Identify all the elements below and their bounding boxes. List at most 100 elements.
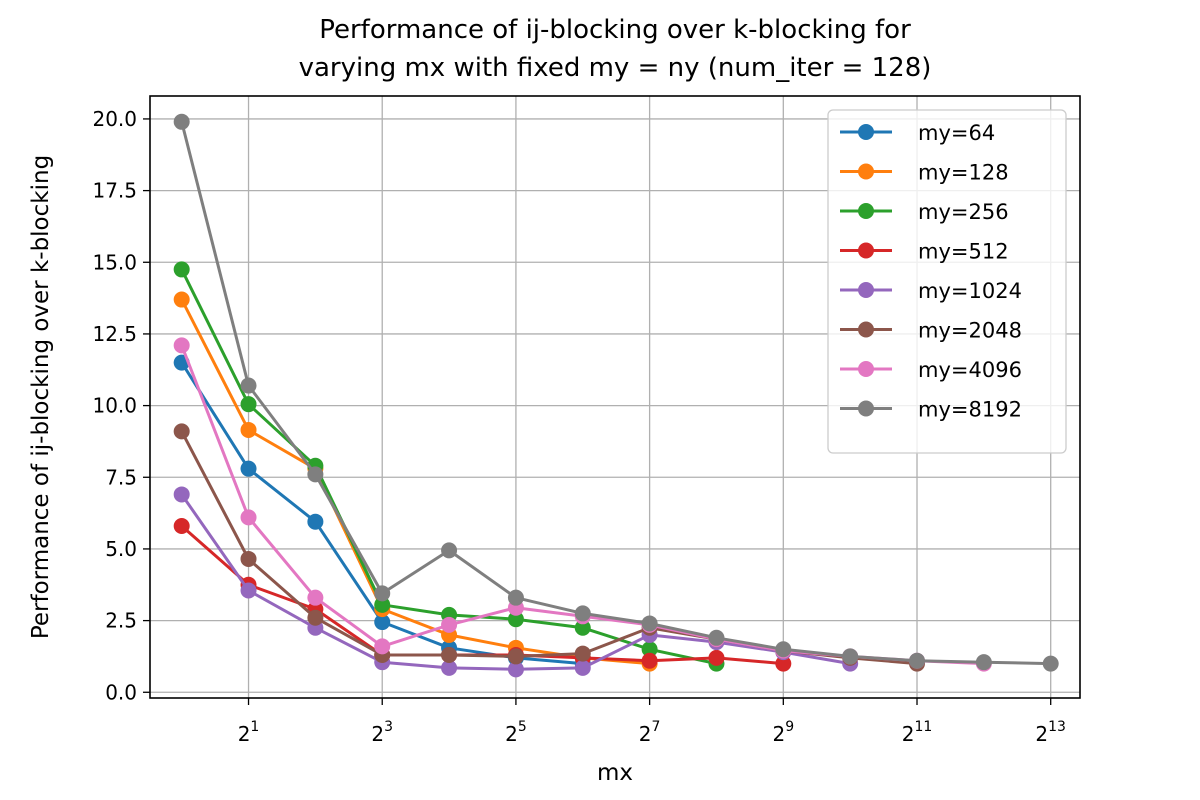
legend-label: my=8192 (918, 398, 1022, 422)
x-tick-label: 25 (505, 719, 527, 746)
legend-label: my=1024 (918, 279, 1022, 303)
legend-marker (858, 282, 874, 298)
legend-marker (858, 361, 874, 377)
legend-item: my=2048 (840, 319, 1022, 343)
data-point (441, 616, 458, 633)
data-point (574, 619, 591, 636)
data-point (708, 649, 725, 666)
data-point (1042, 655, 1059, 672)
chart-title-line-1: Performance of ij-blocking over k-blocki… (319, 15, 911, 45)
legend-box (827, 109, 1067, 454)
y-tick-label: 17.5 (92, 179, 137, 203)
x-tick-label: 23 (371, 719, 393, 746)
data-point (240, 582, 257, 599)
data-point (240, 377, 257, 394)
legend-item: my=4096 (840, 358, 1022, 382)
legend-marker (858, 400, 874, 417)
legend-item: my=1024 (840, 279, 1022, 303)
x-tick-label: 29 (772, 719, 794, 746)
data-point (441, 659, 458, 676)
data-point (173, 261, 190, 278)
data-point (374, 585, 391, 602)
data-point (374, 614, 391, 631)
legend-item: my=8192 (840, 398, 1022, 422)
x-tick-label: 27 (639, 719, 661, 746)
data-point (173, 113, 190, 130)
data-point (173, 423, 190, 440)
data-point (374, 596, 391, 613)
legend-marker (858, 163, 874, 180)
data-point (909, 652, 926, 669)
legend-item: my=256 (840, 200, 1009, 224)
data-point (441, 647, 458, 663)
legend-item: my=512 (840, 240, 1009, 264)
series-line (180, 430, 918, 666)
data-point (574, 659, 591, 676)
chart-title-line-2: varying mx with fixed my = ny (num_iter … (299, 53, 932, 83)
legend-item: my=128 (840, 161, 1009, 185)
series-my=2048 (173, 423, 926, 672)
y-tick-label: 0.0 (105, 680, 137, 704)
data-point (641, 641, 658, 658)
legend-marker (858, 203, 874, 219)
data-point (641, 615, 658, 632)
y-axis-label: Performance of ij-blocking over k-blocki… (28, 155, 54, 639)
y-axis-ticks: 0.0 2.5 5.0 7.5 10.0 12.5 15.0 17.5 20.0 (92, 107, 150, 704)
data-point (574, 645, 591, 662)
data-point (307, 589, 324, 606)
data-point (775, 655, 792, 672)
data-point (240, 509, 257, 526)
legend-marker (858, 321, 874, 338)
data-point (775, 641, 792, 658)
data-point (173, 337, 190, 354)
data-point (507, 611, 524, 628)
y-tick-label: 7.5 (105, 465, 137, 489)
data-point (307, 513, 324, 530)
data-point (975, 654, 992, 671)
y-tick-label: 20.0 (92, 107, 137, 131)
data-point (842, 648, 859, 665)
data-point (240, 421, 257, 438)
series-line (180, 121, 1051, 666)
legend-label: my=256 (918, 200, 1009, 224)
data-point (507, 589, 524, 606)
series-my=256 (173, 261, 725, 672)
y-tick-label: 5.0 (105, 537, 137, 561)
plot-area-frame (149, 95, 1081, 699)
data-point (240, 396, 257, 413)
legend-label: my=512 (918, 240, 1009, 264)
series-layer (173, 113, 1059, 678)
y-tick-label: 15.0 (92, 250, 137, 274)
data-point (374, 638, 391, 655)
data-point (307, 466, 324, 483)
legend-label: my=128 (918, 161, 1009, 185)
data-point (240, 460, 257, 477)
x-tick-label: 211 (902, 719, 933, 746)
legend-marker (858, 124, 874, 140)
data-point (507, 648, 524, 665)
data-point (507, 661, 524, 678)
x-tick-label: 213 (1035, 719, 1066, 746)
x-tick-label: 21 (238, 719, 260, 746)
data-point (173, 291, 190, 308)
legend: my=64 my=128 my=256 my=512 my=1024 my=2048 my=… (827, 109, 1067, 454)
series-line (180, 268, 717, 666)
data-point (240, 550, 257, 567)
data-point (641, 652, 658, 669)
x-axis-ticks: 21 23 25 27 29 211 213 (238, 698, 1066, 746)
data-point (173, 486, 190, 503)
x-axis-label: mx (597, 760, 633, 786)
data-point (307, 609, 324, 626)
legend-label: my=4096 (918, 358, 1022, 382)
y-tick-label: 2.5 (105, 609, 137, 633)
y-tick-label: 12.5 (92, 322, 137, 346)
legend-item: my=64 (840, 121, 995, 145)
y-tick-label: 10.0 (92, 394, 137, 418)
legend-label: my=2048 (918, 319, 1022, 343)
legend-marker (858, 242, 874, 259)
data-point (173, 518, 190, 534)
chart-title: Performance of ij-blocking over k-blocki… (299, 15, 932, 83)
data-point (574, 605, 591, 622)
series-my=8192 (173, 113, 1059, 672)
